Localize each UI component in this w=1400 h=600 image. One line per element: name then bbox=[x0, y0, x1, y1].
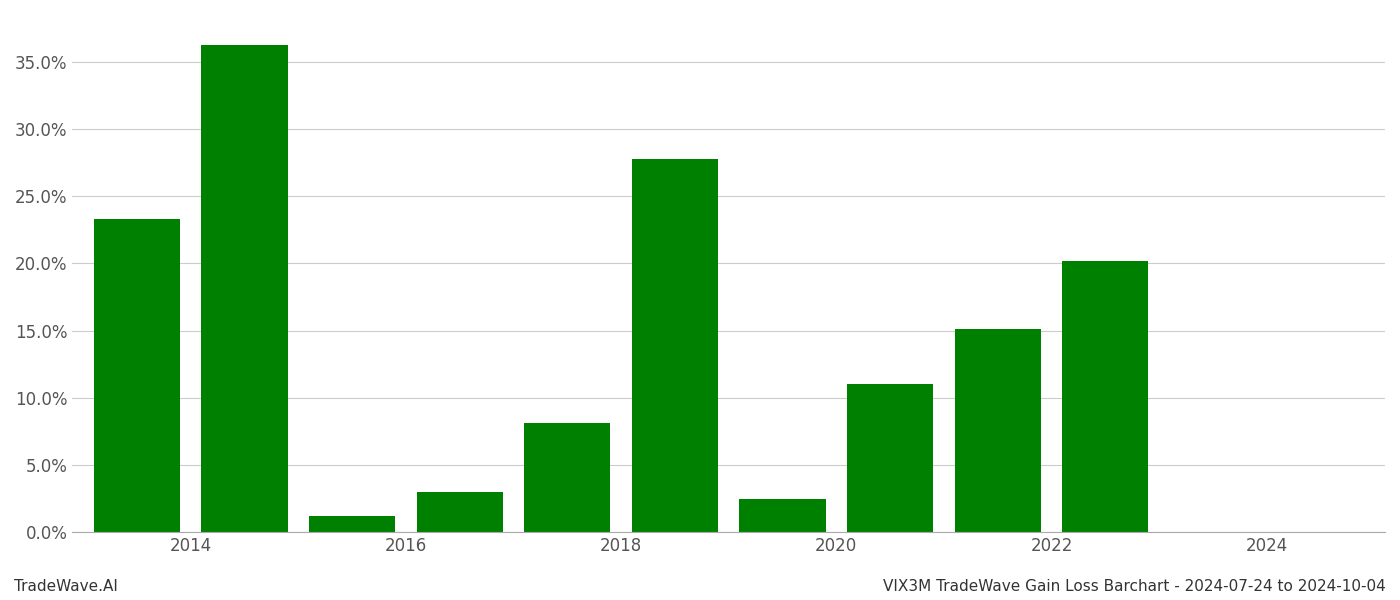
Bar bbox=[309, 516, 395, 532]
Bar bbox=[94, 219, 181, 532]
Bar bbox=[847, 385, 934, 532]
Bar bbox=[739, 499, 826, 532]
Bar bbox=[1063, 261, 1148, 532]
Text: TradeWave.AI: TradeWave.AI bbox=[14, 579, 118, 594]
Bar bbox=[202, 44, 287, 532]
Text: VIX3M TradeWave Gain Loss Barchart - 2024-07-24 to 2024-10-04: VIX3M TradeWave Gain Loss Barchart - 202… bbox=[883, 579, 1386, 594]
Bar bbox=[955, 329, 1040, 532]
Bar bbox=[417, 492, 503, 532]
Bar bbox=[524, 424, 610, 532]
Bar bbox=[631, 159, 718, 532]
